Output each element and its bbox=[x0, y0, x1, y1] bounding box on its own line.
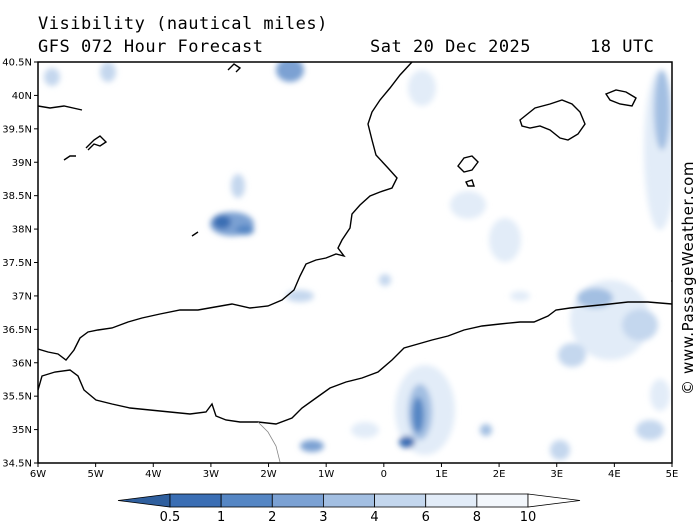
visibility-colorbar: 0.5 1 2 3 4 6 8 10 bbox=[117, 493, 581, 525]
colorbar-label: 10 bbox=[520, 510, 537, 525]
lon-label: 3W bbox=[203, 469, 219, 480]
colorbar-segment bbox=[374, 493, 427, 508]
lat-label: 38.5N bbox=[2, 191, 32, 202]
lat-label: 36.5N bbox=[2, 325, 32, 336]
lon-label: 6W bbox=[30, 469, 46, 480]
lat-label: 39N bbox=[12, 158, 32, 169]
colorbar-label: 0.5 bbox=[160, 510, 181, 525]
lon-label: 1E bbox=[435, 469, 448, 480]
lon-label: 0 bbox=[381, 469, 387, 480]
lon-label: 2E bbox=[493, 469, 506, 480]
map-frame bbox=[37, 61, 673, 464]
colorbar-label: 3 bbox=[319, 510, 327, 525]
lon-label: 4W bbox=[145, 469, 161, 480]
lat-label: 40.5N bbox=[2, 58, 32, 69]
forecast-date: Sat 20 Dec 2025 bbox=[370, 37, 532, 57]
lat-label: 40N bbox=[12, 91, 32, 102]
lat-label: 35.5N bbox=[2, 392, 32, 403]
colorbar-label: 2 bbox=[268, 510, 276, 525]
colorbar-segment bbox=[169, 493, 222, 508]
colorbar-segment bbox=[425, 493, 478, 508]
lat-label: 34.5N bbox=[2, 459, 32, 470]
border-line bbox=[257, 421, 281, 463]
colorbar-segment bbox=[271, 493, 324, 508]
lon-label: 1W bbox=[318, 469, 334, 480]
watermark: © www.PassageWeather.com bbox=[679, 160, 697, 395]
colorbar-label: 4 bbox=[370, 510, 378, 525]
colorbar-label: 1 bbox=[217, 510, 225, 525]
lon-label: 5W bbox=[88, 469, 104, 480]
colorbar-segment bbox=[476, 493, 529, 508]
colorbar-segment bbox=[220, 493, 273, 508]
coastline bbox=[38, 62, 672, 425]
lat-label: 37.5N bbox=[2, 258, 32, 269]
lat-label: 38N bbox=[12, 225, 32, 236]
colorbar-label: 8 bbox=[473, 510, 481, 525]
visibility-shading bbox=[44, 62, 672, 460]
colorbar-min-triangle bbox=[117, 493, 171, 508]
lat-label: 39.5N bbox=[2, 124, 32, 135]
colorbar-max-triangle bbox=[527, 493, 581, 508]
lon-label: 5E bbox=[666, 469, 679, 480]
lat-label: 37N bbox=[12, 291, 32, 302]
lat-label: 35N bbox=[12, 425, 32, 436]
forecast-time: 18 UTC bbox=[590, 37, 655, 57]
lon-label: 3E bbox=[550, 469, 563, 480]
forecast-label: GFS 072 Hour Forecast bbox=[38, 37, 264, 57]
lat-label: 36N bbox=[12, 358, 32, 369]
lon-label: 4E bbox=[608, 469, 621, 480]
colorbar-label: 6 bbox=[422, 510, 430, 525]
map-title: Visibility (nautical miles) bbox=[38, 14, 328, 34]
colorbar-segment bbox=[323, 493, 375, 508]
lon-label: 2W bbox=[260, 469, 276, 480]
